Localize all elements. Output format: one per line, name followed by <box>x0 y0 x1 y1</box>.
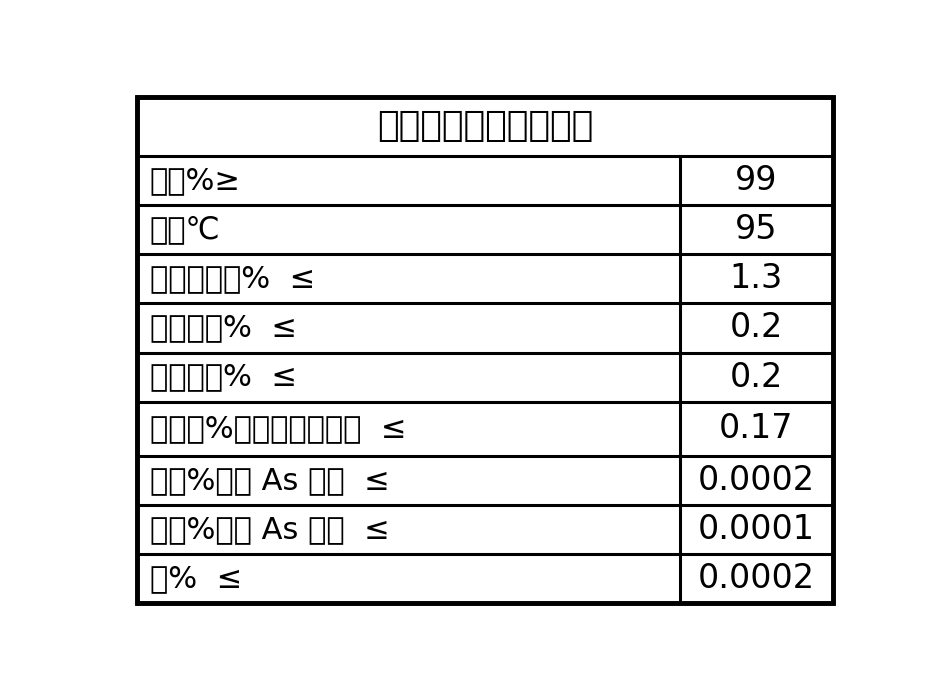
Text: 灼伤残渣%  ≤: 灼伤残渣% ≤ <box>149 362 297 392</box>
Text: 0.0001: 0.0001 <box>698 514 815 546</box>
Text: 熔点℃: 熔点℃ <box>149 216 220 244</box>
Text: 0.0002: 0.0002 <box>698 464 815 497</box>
Text: 镍%  ≤: 镍% ≤ <box>149 564 242 593</box>
Text: 还原糖%（以葡糖糖计）  ≤: 还原糖%（以葡糖糖计） ≤ <box>149 414 406 444</box>
Text: 本发明木糖醇化验数据: 本发明木糖醇化验数据 <box>377 109 593 143</box>
Text: 砷（%，以 As 计）  ≤: 砷（%，以 As 计） ≤ <box>149 466 390 495</box>
Text: 干燥失重%  ≤: 干燥失重% ≤ <box>149 313 297 342</box>
Text: 0.17: 0.17 <box>719 412 794 446</box>
Text: 0.2: 0.2 <box>729 360 783 394</box>
Text: 95: 95 <box>735 213 778 246</box>
Text: 1.3: 1.3 <box>729 263 783 295</box>
Text: 0.0002: 0.0002 <box>698 562 815 595</box>
Text: 含量%≥: 含量%≥ <box>149 166 240 195</box>
Text: 铅（%，以 As 计）  ≤: 铅（%，以 As 计） ≤ <box>149 515 390 544</box>
Text: 其他多元醇%  ≤: 其他多元醇% ≤ <box>149 264 315 293</box>
Text: 0.2: 0.2 <box>729 311 783 344</box>
Text: 99: 99 <box>735 164 778 197</box>
